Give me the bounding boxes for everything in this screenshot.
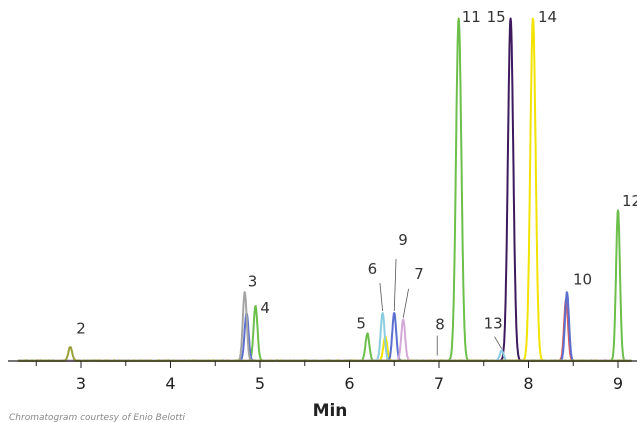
chromatogram-series-2	[17, 17, 632, 362]
peak-label-6: 6	[368, 260, 378, 278]
peak-label-12: 12	[622, 192, 637, 210]
peak-label-5: 5	[356, 315, 366, 333]
peak-leader-13	[494, 336, 502, 349]
peak-label-9: 9	[398, 231, 408, 249]
peak-label-7: 7	[414, 265, 424, 283]
peak-label-3: 3	[248, 272, 258, 290]
peak-leader-9	[393, 258, 397, 311]
peak-label-8: 8	[435, 316, 445, 334]
peak-labels: 2 34 5 6 7 8 9 10 11 12 13 14 15	[76, 8, 637, 356]
chromatogram-series-3	[17, 17, 632, 362]
x-tick-label: 9	[613, 374, 623, 393]
peak-label-13: 13	[484, 315, 503, 333]
x-axis-ticks: 3 4 5 6 7 8 9	[35, 361, 623, 393]
peak-label-15: 15	[487, 8, 506, 26]
peak-label-11: 11	[462, 8, 481, 26]
x-axis-title: Min	[313, 401, 348, 421]
peak-label-2: 2	[76, 319, 86, 337]
x-tick-label: 7	[434, 374, 444, 393]
x-tick-label: 4	[165, 374, 175, 393]
x-tick-label: 3	[76, 374, 86, 393]
chart-credit: Chromatogram courtesy of Enio Belotti	[9, 413, 185, 422]
peak-leader-7	[402, 288, 409, 318]
peak-leader-6	[379, 282, 384, 312]
chromatogram-series-1	[17, 17, 633, 362]
chromatogram-traces	[17, 17, 633, 362]
peak-label-10: 10	[573, 270, 592, 288]
x-tick-label: 6	[344, 374, 354, 393]
peak-label-14: 14	[538, 8, 557, 26]
x-tick-label: 5	[255, 374, 265, 393]
x-tick-label: 8	[523, 374, 533, 393]
peak-label-4: 4	[260, 299, 270, 317]
